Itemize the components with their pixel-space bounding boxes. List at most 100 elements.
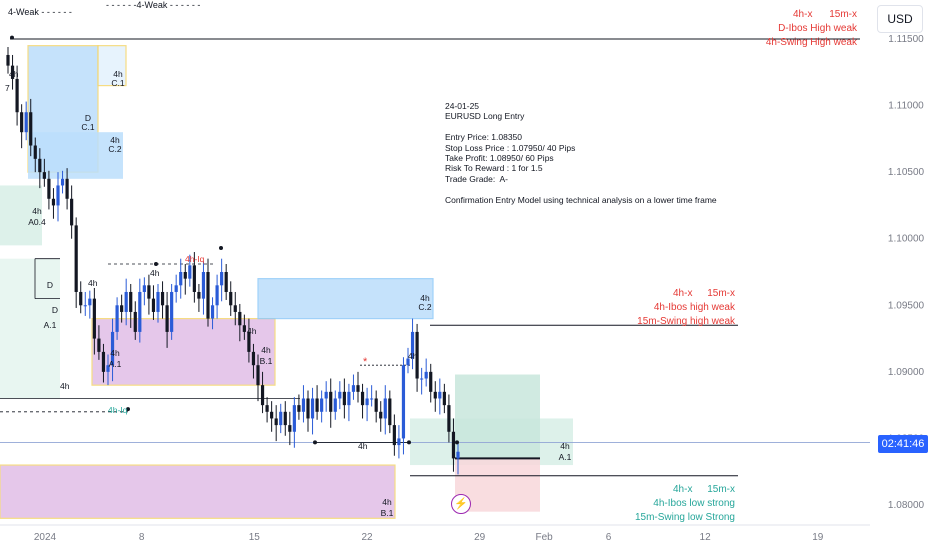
box-label-tf: 4h (560, 441, 570, 451)
candle-body (179, 272, 183, 286)
candle-body (160, 291, 165, 306)
candle-body (338, 391, 342, 399)
box-label-id: C.2 (418, 302, 432, 312)
annot-mid-4hx: 4h-x (673, 288, 692, 299)
candle-body (447, 405, 451, 432)
candle-body (342, 391, 346, 406)
annot-bot-4hx: 4h-x (673, 484, 692, 495)
box-label-tf: D (85, 113, 91, 123)
annot-bot-line3: 15m-Swing low Strong (635, 512, 735, 523)
candle-body (115, 305, 119, 332)
candle-body (274, 418, 278, 426)
candle-body (288, 425, 292, 432)
candle-body (347, 391, 351, 406)
candle-body (229, 291, 233, 306)
annot-mid-15mx: 15m-x (707, 288, 735, 299)
candle-body (238, 311, 242, 326)
zone-c2-blue (28, 132, 123, 179)
candle-body (429, 371, 433, 392)
candle-body (38, 158, 42, 173)
annot-top-line2: D-Ibos High weak (778, 23, 858, 34)
candle-body (120, 305, 124, 312)
plain-4h-label: 4h (150, 268, 160, 278)
flash-icon[interactable]: ⚡ (451, 494, 471, 514)
candle-body (279, 411, 283, 426)
box-label-tf: D (47, 280, 53, 290)
plain-4h-label: 4h (247, 326, 257, 336)
candle-body (170, 291, 174, 332)
candle-body (83, 305, 87, 307)
candle-body (97, 338, 101, 352)
candle-body (351, 385, 356, 392)
swing-dot (455, 440, 459, 445)
candle-body (183, 272, 187, 279)
price-axis-bg (870, 0, 932, 550)
candle-body (20, 112, 24, 133)
candle-body (110, 331, 115, 366)
box-label-id: B.1 (381, 508, 394, 518)
candle-body (442, 391, 446, 406)
zone-a04-green (0, 185, 42, 246)
plain-4h-label: 4h (408, 351, 418, 361)
candle-body (165, 305, 169, 332)
candle-body (301, 398, 306, 412)
candle-body (192, 265, 196, 292)
candle-body (60, 178, 65, 186)
box-label-tf: 4h (113, 69, 123, 79)
currency-button[interactable]: USD (877, 5, 923, 33)
box-label-tf: 4h (110, 135, 120, 145)
candle-body (251, 351, 256, 366)
annot-mid-line3: 15m-Swing high weak (637, 316, 736, 327)
candle-body (356, 385, 360, 392)
candle-body (224, 272, 228, 292)
candle-body (360, 391, 365, 406)
trade-note: 24-01-25 EURUSD Long Entry Entry Price: … (445, 101, 717, 205)
candle-body (270, 411, 274, 419)
candle-body (242, 325, 246, 332)
candle-body (124, 291, 128, 312)
trade-target-zone (455, 374, 540, 459)
y-tick-label: 1.10000 (888, 234, 925, 245)
candle-body (297, 405, 301, 412)
y-tick-label: 1.09500 (888, 300, 925, 311)
iq-label-top: 4h-Iq (185, 254, 205, 264)
box-label-id: A0.4 (28, 217, 46, 227)
zone-c1-small (97, 45, 127, 87)
x-tick-label: 29 (474, 532, 486, 543)
candle-body (47, 178, 51, 199)
swing-dot (126, 407, 130, 412)
box-label-tf: 4h (420, 293, 430, 303)
candle-body (147, 285, 151, 299)
weak-label-left: 4-Weak - - - - - - (8, 7, 72, 17)
x-tick-label: 22 (361, 532, 373, 543)
plain-4h-label: 4h (88, 278, 98, 288)
candle-body (379, 411, 383, 419)
candle-body (220, 272, 224, 286)
candle-body (42, 172, 46, 179)
box-label-id: A.1 (559, 452, 572, 462)
x-tick-label: 19 (812, 532, 824, 543)
box-label-id: C.1 (111, 78, 125, 88)
candle-body (324, 391, 328, 399)
candle-body (433, 391, 437, 399)
annot-bot-line2: 4h-Ibos low strong (653, 498, 735, 509)
candle-body (106, 365, 110, 372)
candle-body (29, 112, 33, 146)
candle-body (201, 272, 206, 299)
candle-body (424, 371, 428, 379)
candle-body (333, 398, 337, 412)
plain-4h-label: 4h (9, 69, 19, 79)
candle-body (210, 305, 215, 319)
candle-body (79, 291, 83, 306)
candle-body (247, 331, 251, 352)
candle-body (374, 398, 378, 412)
candle-body (10, 65, 15, 79)
box-label-id: A.1 (109, 359, 122, 369)
candle-body (383, 398, 387, 419)
candle-body (315, 398, 319, 412)
star-marker: * (363, 356, 368, 368)
stray-label: 7 (5, 83, 10, 93)
x-tick-label: 12 (700, 532, 712, 543)
